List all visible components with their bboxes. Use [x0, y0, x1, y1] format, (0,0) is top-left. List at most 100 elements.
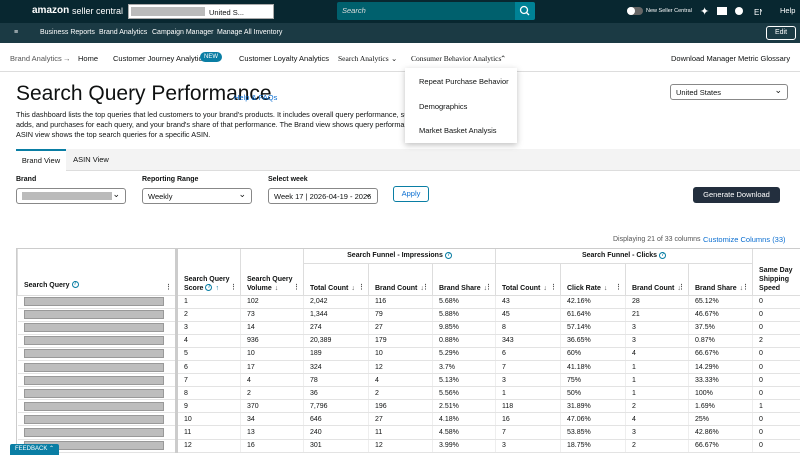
toggle-label: New Seller Central: [646, 8, 692, 14]
cell: 1: [625, 360, 689, 375]
tab-bar: Brand View ASIN View: [16, 149, 800, 171]
country-select[interactable]: United States: [670, 84, 788, 100]
cell: 4.18%: [432, 412, 496, 427]
column-header: Click Rate ↓ ⋮: [560, 263, 626, 296]
apply-button[interactable]: Apply: [393, 186, 429, 202]
cell: 4: [625, 412, 689, 427]
toggle[interactable]: [627, 7, 643, 15]
table-row: 1 102 2,042 116 5.68% 43 42.16% 28 65.12% 0: [17, 295, 800, 309]
download-button[interactable]: Generate Download: [693, 187, 780, 203]
redacted: [23, 388, 164, 398]
crumb-root[interactable]: Brand Analytics: [10, 54, 62, 63]
redacted: [23, 336, 164, 346]
cell: 0: [752, 321, 800, 335]
cell: 27: [368, 321, 433, 335]
svg-text:EN: EN: [754, 8, 762, 17]
cell: 1.69%: [688, 399, 754, 414]
cell: 7: [495, 425, 561, 440]
column-label: Click Rate: [567, 284, 601, 292]
cell: 73: [240, 308, 304, 322]
column-label: Search Query Score: [184, 275, 230, 292]
nav-link[interactable]: Business Reports: [40, 29, 95, 36]
cell: 6: [176, 360, 241, 375]
cell: 3: [625, 321, 689, 335]
menu-item[interactable]: Demographics: [419, 102, 468, 111]
column-header: Search Query Score? ↑ ⋮: [176, 249, 241, 296]
crumb-item[interactable]: Consumer Behavior Analytics: [411, 54, 502, 63]
table-row: 6 17 324 12 3.7% 7 41.18% 1 14.29% 0: [17, 360, 800, 375]
group-label: Search Funnel - Impressions: [347, 252, 443, 260]
logo[interactable]: amazon: [32, 5, 70, 16]
redacted: [23, 310, 164, 320]
brand-select[interactable]: [16, 188, 126, 204]
cell: 45: [495, 308, 561, 322]
marketplace-select[interactable]: United S...: [128, 4, 274, 19]
crumb-item[interactable]: Customer Journey Analytics: [113, 54, 206, 63]
cell: 75%: [560, 373, 626, 388]
right-link[interactable]: Download Manager: [671, 54, 737, 63]
cell: 3: [495, 439, 561, 453]
feedback-label: FEEDBACK: [15, 446, 48, 452]
cell: 343: [495, 334, 561, 348]
redacted: [23, 375, 164, 385]
cell: 8: [176, 386, 241, 401]
cell: 646: [303, 412, 369, 427]
cell: 102: [240, 295, 304, 309]
cell: 5.56%: [432, 386, 496, 401]
column-label: Same Day Shipping Speed: [759, 266, 793, 292]
cell: 28: [625, 295, 689, 309]
nav-link[interactable]: Campaign Manager: [152, 29, 214, 36]
crumb-item[interactable]: Customer Loyalty Analytics: [239, 54, 330, 63]
help[interactable]: Help: [780, 6, 796, 15]
nav-link[interactable]: Manage All Inventory: [217, 29, 283, 36]
tab-active[interactable]: Brand View: [16, 149, 66, 171]
help-link[interactable]: Help & FAQs: [234, 93, 278, 102]
column-header: Search Query? ⋮: [17, 249, 178, 296]
cell: 3: [176, 321, 241, 335]
nav-bar: ≡ Business Reports Brand Analytics Campa…: [0, 23, 800, 43]
customize-link[interactable]: Customize Columns (33): [703, 235, 786, 244]
cell: 10: [368, 347, 433, 361]
week-select[interactable]: Week 17 | 2026-04-19 - 2026: [268, 188, 378, 204]
query-cell: [17, 425, 178, 440]
cell: 14: [240, 321, 304, 335]
search-button[interactable]: [515, 2, 535, 20]
cell: 0.87%: [688, 334, 754, 348]
cell: 936: [240, 334, 304, 348]
cell: 2: [176, 308, 241, 322]
edit-button[interactable]: Edit: [766, 26, 796, 40]
cell: 66.67%: [688, 439, 754, 453]
nav-link[interactable]: Brand Analytics: [99, 29, 148, 36]
crumb-item[interactable]: Home: [78, 54, 99, 63]
week-value: Week 17 | 2026-04-19 - 2026: [274, 192, 372, 201]
column-label: Brand Share: [439, 284, 481, 292]
cell: 5.29%: [432, 347, 496, 361]
column-label: Brand Count: [632, 284, 675, 292]
page-title: Search Query Performance: [16, 82, 272, 105]
feedback-button[interactable]: FEEDBACK ⌃: [10, 444, 60, 455]
cell: 324: [303, 360, 369, 375]
cell: 57.14%: [560, 321, 626, 335]
tab[interactable]: ASIN View: [73, 155, 109, 164]
icons[interactable]: ✦ EN: [698, 4, 762, 18]
table-row: 8 2 36 2 5.56% 1 50% 1 100% 0: [17, 386, 800, 401]
redacted: [23, 362, 164, 372]
menu-item[interactable]: Repeat Purchase Behavior: [419, 77, 509, 86]
cell: 79: [368, 308, 433, 322]
range-select[interactable]: Weekly: [142, 188, 252, 204]
cell: 1: [625, 386, 689, 401]
column-label: Total Count: [502, 284, 541, 292]
right-link[interactable]: Metric Glossary: [738, 54, 791, 63]
group-header: Search Funnel - Clicks?: [494, 249, 754, 264]
cell: 301: [303, 439, 369, 453]
cell: 4: [240, 373, 304, 388]
search-box[interactable]: Search: [337, 2, 515, 20]
cell: 118: [495, 399, 561, 414]
cell: 4.58%: [432, 425, 496, 440]
crumb-item[interactable]: Search Analytics: [338, 54, 389, 63]
cell: 2: [752, 334, 800, 348]
new-badge: NEW: [200, 52, 222, 62]
cell: 5.68%: [432, 295, 496, 309]
menu-item[interactable]: Market Basket Analysis: [419, 126, 497, 135]
cell: 43: [495, 295, 561, 309]
